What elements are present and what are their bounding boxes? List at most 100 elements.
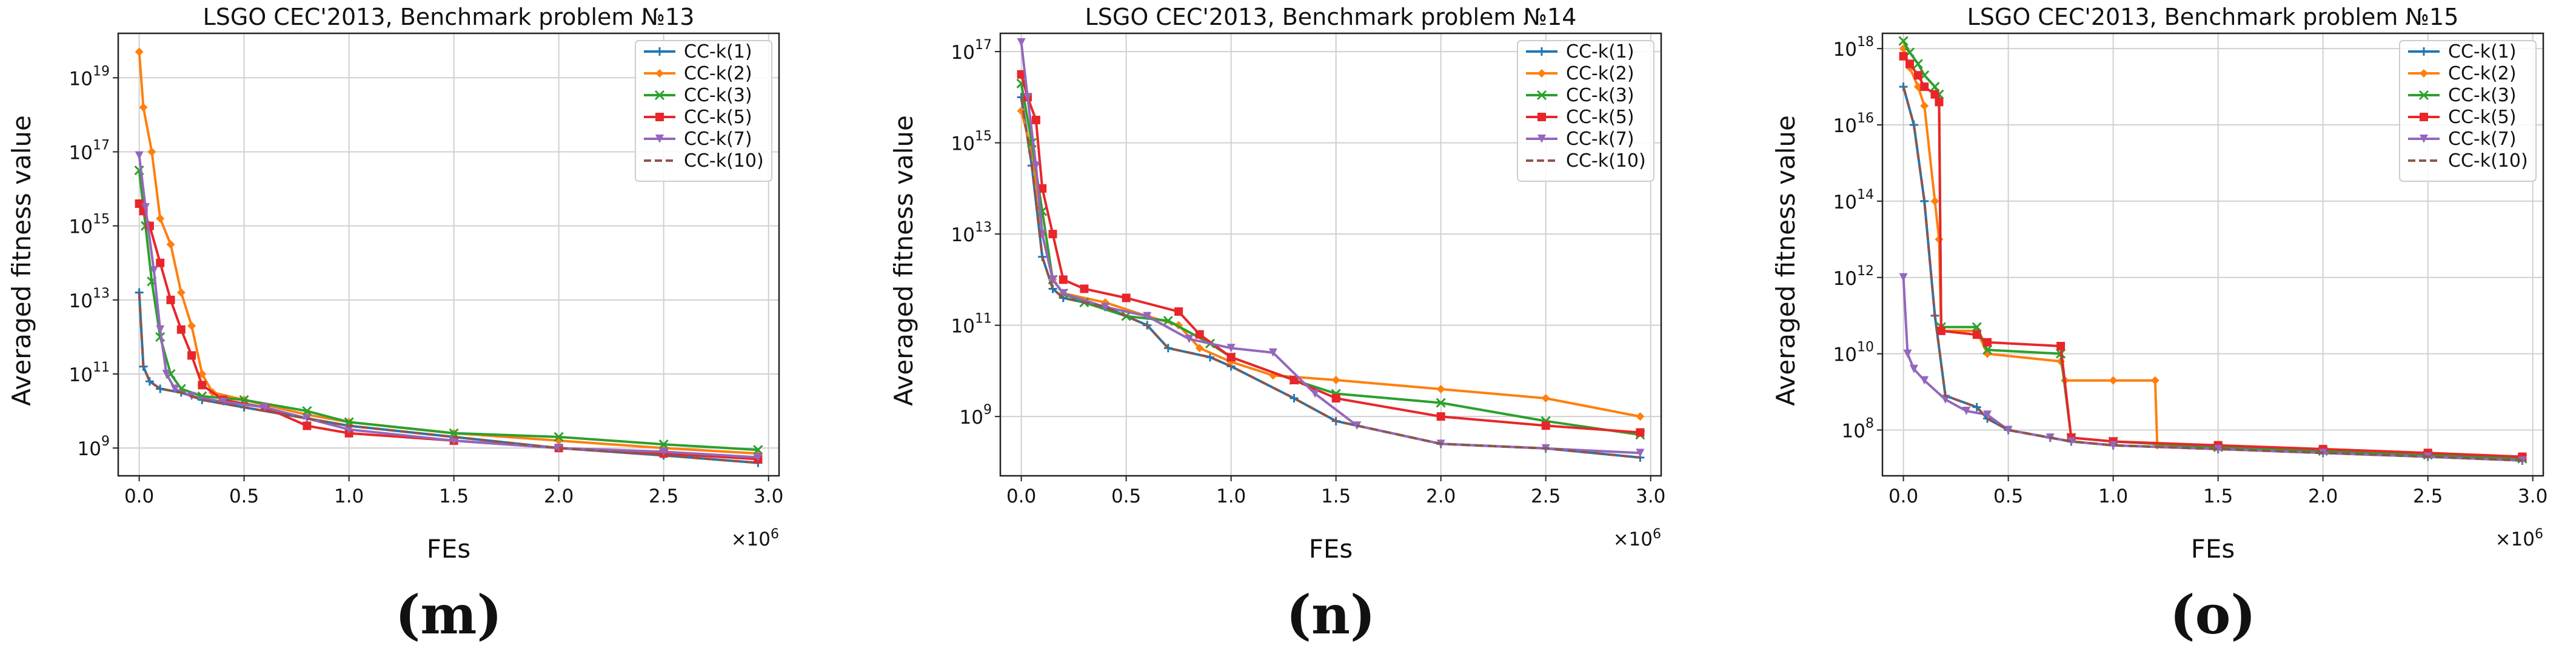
data-point (1226, 353, 1236, 362)
data-point (141, 203, 150, 212)
data-point (1930, 196, 1939, 205)
data-point (1143, 312, 1152, 321)
data-point (1195, 344, 1204, 353)
data-point (1122, 293, 1131, 302)
data-point (1905, 59, 1914, 68)
data-point (449, 436, 458, 445)
data-point (156, 325, 165, 334)
data-point (1311, 389, 1320, 398)
data-point (1290, 394, 1299, 403)
data-point (2213, 444, 2223, 453)
data-point (1038, 184, 1047, 193)
legend-marker (2420, 69, 2428, 78)
y-tick-label: 1015 (69, 212, 110, 238)
legend-label: CC-k(10) (1566, 150, 1646, 172)
x-tick-label: 0.5 (1111, 485, 1141, 507)
data-point (176, 325, 186, 334)
legend-entry: CC-k(7) (1526, 128, 1634, 150)
x-tick-label: 1.5 (2203, 485, 2233, 507)
legend-label: CC-k(7) (2448, 128, 2517, 150)
legend-entry: CC-k(3) (1526, 85, 1634, 106)
data-point (1972, 322, 1982, 332)
data-point (1436, 398, 1446, 408)
legend-marker (2418, 90, 2429, 101)
x-tick-label: 3.0 (754, 485, 783, 507)
legend-entry: CC-k(3) (2408, 85, 2517, 106)
legend-entry: CC-k(5) (644, 107, 752, 128)
x-tick-label: 1.0 (2098, 485, 2128, 507)
panel-m: LSGO CEC'2013, Benchmark problem №13 0.0… (7, 4, 783, 564)
data-point (1048, 275, 1057, 284)
data-point (1936, 326, 1945, 335)
data-point (147, 147, 156, 156)
plot-area: 0.0 0.5 1.0 1.5 2.0 2.5 3.0 108 1010 1012 1014 1016… (1833, 32, 2548, 507)
legend-marker (2420, 47, 2428, 56)
axes-frame (1881, 32, 2544, 477)
legend-entry: CC-k(1) (1526, 41, 1634, 62)
data-point (2056, 342, 2066, 351)
data-point (1983, 410, 1992, 419)
plot-area: 0.0 0.5 1.0 1.5 2.0 2.5 3.0 109 1011 1013 1015 1017… (69, 32, 783, 507)
x-tick-label: 2.5 (2413, 485, 2443, 507)
data-point (1962, 407, 1971, 416)
data-point (344, 425, 353, 434)
legend-entry: CC-k(10) (644, 150, 764, 172)
y-axis-label: Averaged fitness value (889, 115, 918, 406)
x-tick-label: 0.0 (1006, 485, 1036, 507)
data-point (1080, 284, 1089, 293)
chart-title: LSGO CEC'2013, Benchmark problem №14 (1085, 4, 1577, 30)
y-tick-label: 1018 (1833, 35, 1874, 61)
legend-entry: CC-k(5) (2408, 107, 2517, 128)
data-point (1195, 330, 1204, 339)
data-point (2067, 437, 2076, 446)
x-multiplier: ×106 (2495, 527, 2543, 550)
data-point (1636, 412, 1645, 421)
legend-marker (655, 47, 664, 56)
series-CC-k(10) (1020, 97, 1641, 459)
data-point (156, 384, 165, 393)
data-point (1331, 375, 1340, 384)
data-point (1017, 70, 1026, 79)
legend-entry: CC-k(3) (644, 85, 752, 106)
y-tick-label: 109 (78, 434, 110, 460)
legend-marker (655, 113, 664, 121)
data-point (135, 47, 144, 56)
series-line (1020, 97, 1641, 459)
legend-marker (1537, 69, 1546, 78)
x-tick-label: 1.0 (1216, 485, 1246, 507)
series-line (1902, 55, 2523, 458)
data-point (1268, 371, 1277, 380)
legend: CC-k(1)CC-k(2)CC-k(3)CC-k(5)CC-k(7)CC-k(… (1517, 40, 1654, 182)
subfigure-label-n: (n) (1286, 583, 1375, 646)
y-tick-label: 1014 (1833, 187, 1874, 213)
plot-area: 0.0 0.5 1.0 1.5 2.0 2.5 3.0 109 1011 1013 1015 1017… (951, 32, 1665, 507)
x-tick-label: 1.0 (334, 485, 364, 507)
y-tick-label: 1013 (69, 286, 110, 312)
data-point (2150, 376, 2159, 385)
data-point (1268, 348, 1277, 357)
data-point (554, 432, 564, 442)
data-point (1541, 394, 1550, 403)
series-CC-k(10) (1902, 86, 2523, 462)
data-point (1290, 375, 1299, 384)
series-line (138, 292, 758, 464)
data-point (754, 453, 763, 462)
legend-label: CC-k(1) (2448, 41, 2517, 62)
grid (118, 33, 779, 476)
data-point (1101, 302, 1110, 312)
legend-entry: CC-k(7) (644, 128, 752, 150)
data-point (303, 414, 312, 423)
data-point (170, 384, 179, 393)
data-point (1226, 344, 1236, 353)
data-point (1048, 230, 1057, 239)
legend-label: CC-k(2) (684, 63, 752, 84)
x-multiplier: ×106 (731, 527, 779, 550)
data-point (1972, 330, 1981, 339)
data-point (554, 444, 563, 453)
data-point (135, 151, 144, 160)
legend: CC-k(1)CC-k(2)CC-k(3)CC-k(5)CC-k(7)CC-k(… (635, 40, 772, 182)
legend-label: CC-k(5) (684, 107, 752, 128)
data-point (261, 402, 270, 412)
data-point (1436, 385, 1445, 394)
